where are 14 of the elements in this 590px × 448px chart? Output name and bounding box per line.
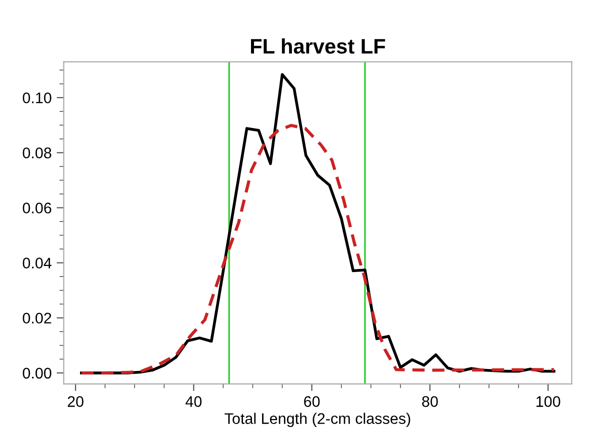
y-tick-label: 0.10	[22, 92, 52, 104]
line-series	[80, 124, 556, 374]
y-tick-label: 0.00	[22, 368, 52, 379]
x-tick-label: 40	[186, 396, 202, 407]
y-tick-label: 0.04	[22, 258, 52, 268]
y-tick-label: 0.02	[22, 312, 52, 324]
x-tick-label: 20	[68, 396, 84, 407]
y-tick-label: 0.08	[22, 148, 52, 158]
y-tick-label: 0.06	[22, 202, 52, 214]
x-axis-title: Total Length (2-cm classes)	[224, 412, 410, 428]
x-tick-label: 100	[536, 396, 560, 407]
chart-title: FL harvest LF	[251, 38, 386, 54]
x-tick-label: 60	[304, 396, 320, 407]
x-tick-label: 80	[422, 396, 438, 407]
